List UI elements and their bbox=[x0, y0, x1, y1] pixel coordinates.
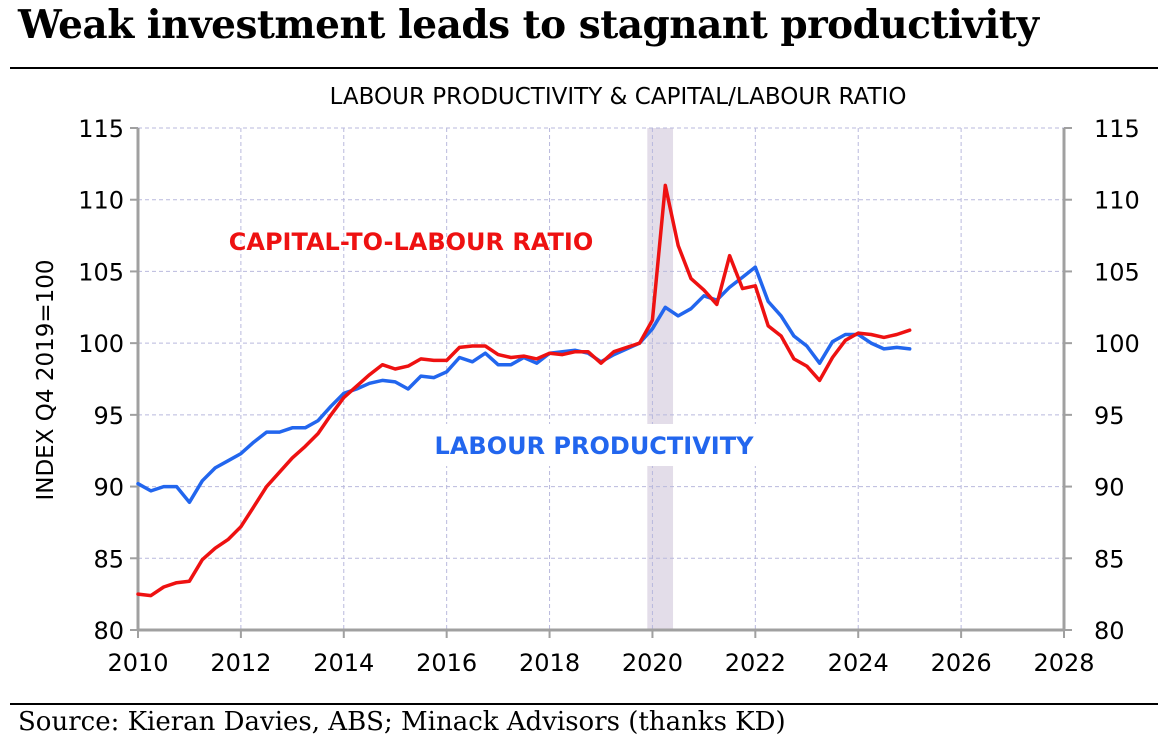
bottom-rule bbox=[10, 703, 1158, 705]
annotation-capital-labour-ratio: CAPITAL-TO-LABOUR RATIO bbox=[229, 228, 593, 256]
y-tick-label-left: 115 bbox=[78, 115, 124, 143]
y-tick-label-right: 80 bbox=[1094, 617, 1125, 645]
headline: Weak investment leads to stagnant produc… bbox=[18, 2, 1039, 48]
y-tick-label-left: 110 bbox=[78, 187, 124, 215]
x-tick-label: 2022 bbox=[725, 649, 786, 677]
y-tick-label-right: 100 bbox=[1094, 330, 1140, 358]
chart-title: LABOUR PRODUCTIVITY & CAPITAL/LABOUR RAT… bbox=[330, 84, 907, 110]
x-tick-label: 2026 bbox=[931, 649, 992, 677]
top-rule bbox=[10, 67, 1158, 69]
source-note: Source: Kieran Davies, ABS; Minack Advis… bbox=[18, 707, 786, 737]
x-tick-label: 2014 bbox=[313, 649, 374, 677]
y-tick-label-right: 95 bbox=[1094, 402, 1125, 430]
y-tick-label-left: 95 bbox=[93, 402, 124, 430]
x-tick-label: 2012 bbox=[210, 649, 271, 677]
series-line-labour-productivity bbox=[136, 265, 912, 505]
x-tick-label: 2028 bbox=[1033, 649, 1094, 677]
x-tick-label: 2020 bbox=[622, 649, 683, 677]
y-tick-label-right: 85 bbox=[1094, 545, 1125, 573]
x-tick-label: 2018 bbox=[519, 649, 580, 677]
y-tick-label-right: 90 bbox=[1094, 474, 1125, 502]
y-tick-label-right: 115 bbox=[1094, 115, 1140, 143]
x-tick-label: 2024 bbox=[828, 649, 889, 677]
y-tick-label-right: 110 bbox=[1094, 187, 1140, 215]
x-tick-label: 2016 bbox=[416, 649, 477, 677]
series-line-capital-to-labour-ratio bbox=[136, 183, 912, 598]
axes bbox=[130, 127, 1072, 638]
y-axis-label: INDEX Q4 2019=100 bbox=[33, 259, 59, 500]
y-tick-label-left: 85 bbox=[93, 545, 124, 573]
gridlines bbox=[138, 127, 1065, 630]
y-tick-label-left: 105 bbox=[78, 258, 124, 286]
annotation-background bbox=[402, 424, 788, 466]
y-tick-label-left: 100 bbox=[78, 330, 124, 358]
y-tick-label-left: 80 bbox=[93, 617, 124, 645]
series-lines bbox=[136, 183, 912, 598]
x-tick-label: 2010 bbox=[107, 649, 168, 677]
y-tick-label-right: 105 bbox=[1094, 258, 1140, 286]
covid-shaded-period bbox=[647, 128, 674, 630]
tick-labels: 80 80 85 85 90 90 95 95 100 100 105 105 110 110 115 115… bbox=[78, 115, 1140, 677]
annotation-labour-productivity: LABOUR PRODUCTIVITY bbox=[435, 432, 755, 460]
y-tick-label-left: 90 bbox=[93, 474, 124, 502]
